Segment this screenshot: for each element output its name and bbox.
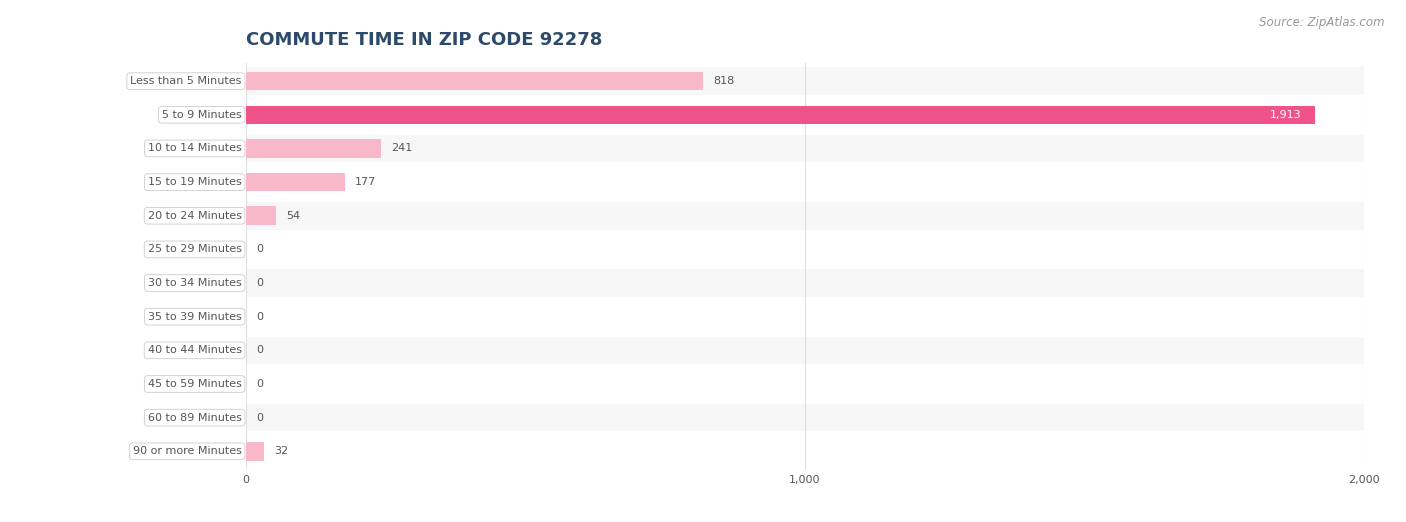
Text: 20 to 24 Minutes: 20 to 24 Minutes bbox=[148, 211, 242, 221]
Bar bbox=[246, 72, 703, 90]
Text: 25 to 29 Minutes: 25 to 29 Minutes bbox=[148, 244, 242, 254]
Text: 177: 177 bbox=[356, 177, 377, 187]
Bar bbox=[246, 269, 1364, 297]
Text: COMMUTE TIME IN ZIP CODE 92278: COMMUTE TIME IN ZIP CODE 92278 bbox=[246, 31, 602, 49]
Text: 1,913: 1,913 bbox=[1270, 110, 1301, 120]
Text: 0: 0 bbox=[256, 413, 263, 423]
Text: 0: 0 bbox=[256, 379, 263, 389]
Text: Source: ZipAtlas.com: Source: ZipAtlas.com bbox=[1260, 16, 1385, 29]
Text: 818: 818 bbox=[713, 76, 734, 86]
Bar bbox=[246, 202, 1364, 230]
Bar bbox=[246, 207, 276, 225]
Bar bbox=[246, 303, 1364, 330]
Bar bbox=[246, 105, 1315, 124]
Bar bbox=[246, 370, 1364, 398]
Bar bbox=[246, 101, 1364, 128]
Text: 30 to 34 Minutes: 30 to 34 Minutes bbox=[148, 278, 242, 288]
Bar bbox=[246, 168, 1364, 196]
Text: 60 to 89 Minutes: 60 to 89 Minutes bbox=[148, 413, 242, 423]
Bar bbox=[246, 235, 1364, 263]
Text: 40 to 44 Minutes: 40 to 44 Minutes bbox=[148, 346, 242, 355]
Text: 0: 0 bbox=[256, 278, 263, 288]
Text: 5 to 9 Minutes: 5 to 9 Minutes bbox=[162, 110, 242, 120]
Text: 0: 0 bbox=[256, 346, 263, 355]
Bar bbox=[246, 404, 1364, 432]
Bar bbox=[246, 173, 344, 192]
Text: 35 to 39 Minutes: 35 to 39 Minutes bbox=[148, 312, 242, 322]
Text: 241: 241 bbox=[391, 144, 412, 153]
Text: 90 or more Minutes: 90 or more Minutes bbox=[132, 446, 242, 456]
Text: 45 to 59 Minutes: 45 to 59 Minutes bbox=[148, 379, 242, 389]
Bar bbox=[246, 139, 381, 158]
Text: 10 to 14 Minutes: 10 to 14 Minutes bbox=[148, 144, 242, 153]
Text: 0: 0 bbox=[256, 312, 263, 322]
Bar bbox=[246, 437, 1364, 465]
Bar bbox=[246, 337, 1364, 364]
Text: Less than 5 Minutes: Less than 5 Minutes bbox=[131, 76, 242, 86]
Text: 54: 54 bbox=[287, 211, 301, 221]
Bar bbox=[246, 135, 1364, 162]
Text: 15 to 19 Minutes: 15 to 19 Minutes bbox=[148, 177, 242, 187]
Text: 32: 32 bbox=[274, 446, 288, 456]
Bar bbox=[246, 442, 264, 460]
Text: 0: 0 bbox=[256, 244, 263, 254]
Bar bbox=[246, 67, 1364, 95]
